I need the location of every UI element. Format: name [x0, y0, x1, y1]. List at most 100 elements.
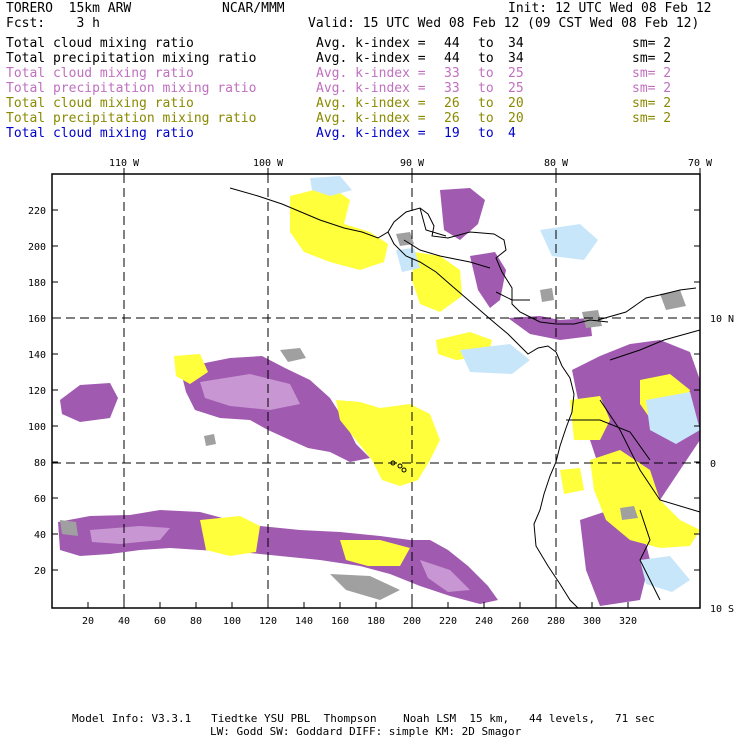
coastlines: [229, 187, 701, 609]
valid-time: Valid: 15 UTC Wed 08 Feb 12 (09 CST Wed …: [308, 16, 700, 31]
y-tick-label: 220: [28, 206, 46, 217]
legend-smoothing: sm= 2: [632, 81, 672, 96]
lat-lon-grid: [52, 174, 700, 608]
legend-field: Total cloud mixing ratio: [6, 126, 194, 141]
x-tick-label: 280: [547, 616, 565, 627]
x-tick-label: 40: [118, 616, 130, 627]
legend-to: to: [478, 66, 494, 81]
field-shading: [58, 176, 700, 606]
y-tick-label: 20: [34, 566, 46, 577]
x-tick-label: 200: [403, 616, 421, 627]
shade-lightblue: [396, 248, 420, 272]
lon-label: 100 W: [253, 158, 284, 169]
legend-k-from: 26: [444, 96, 460, 111]
legend-k-label: Avg. k-index =: [316, 66, 426, 81]
legend-to: to: [478, 111, 494, 126]
x-tick-label: 100: [223, 616, 241, 627]
legend-k-to: 34: [508, 36, 524, 51]
shade-gray: [582, 310, 602, 328]
lat-label: 0: [710, 459, 716, 470]
legend-k-label: Avg. k-index =: [316, 96, 426, 111]
y-tick-label: 180: [28, 278, 46, 289]
legend-field: Total precipitation mixing ratio: [6, 81, 257, 96]
shade-purple: [470, 252, 506, 308]
legend-k-from: 33: [444, 66, 460, 81]
legend-k-label: Avg. k-index =: [316, 111, 426, 126]
lon-label: 70 W: [688, 158, 713, 169]
shade-purple: [440, 188, 485, 240]
shade-yellow: [412, 252, 462, 312]
lat-label: 10 S: [710, 604, 734, 615]
shade-lightblue: [310, 176, 352, 196]
legend-k-to: 25: [508, 66, 524, 81]
shade-yellow: [200, 516, 260, 556]
legend-to: to: [478, 81, 494, 96]
y-tick-label: 80: [34, 458, 46, 469]
x-tick-label: 120: [259, 616, 277, 627]
y-tick-label: 160: [28, 314, 46, 325]
x-tick-label: 140: [295, 616, 313, 627]
legend-k-to: 25: [508, 81, 524, 96]
shade-yellow: [340, 540, 410, 566]
legend-smoothing: sm= 2: [632, 111, 672, 126]
shade-purple: [58, 510, 498, 604]
legend-field: Total cloud mixing ratio: [6, 36, 194, 51]
shade-yellow: [560, 468, 584, 494]
x-tick-label: 320: [619, 616, 637, 627]
legend-k-to: 4: [508, 126, 516, 141]
y-tick-label: 60: [34, 494, 46, 505]
lon-label: 90 W: [400, 158, 425, 169]
legend-to: to: [478, 96, 494, 111]
legend-smoothing: sm= 2: [632, 51, 672, 66]
legend-field: Total precipitation mixing ratio: [6, 111, 257, 126]
y-tick-label: 200: [28, 242, 46, 253]
legend-to: to: [478, 36, 494, 51]
legend-to: to: [478, 126, 494, 141]
shade-gray: [280, 348, 306, 362]
legend-k-from: 26: [444, 111, 460, 126]
legend-k-label: Avg. k-index =: [316, 81, 426, 96]
legend-k-from: 19: [444, 126, 460, 141]
shade-gray: [204, 434, 216, 446]
shade-gray: [660, 290, 686, 310]
init-time: Init: 12 UTC Wed 08 Feb 12: [508, 1, 712, 16]
x-tick-label: 300: [583, 616, 601, 627]
y-tick-label: 140: [28, 350, 46, 361]
organization-label: NCAR/MMM: [222, 1, 285, 16]
legend-k-from: 44: [444, 36, 460, 51]
y-tick-label: 40: [34, 530, 46, 541]
legend-k-to: 20: [508, 96, 524, 111]
legend-field: Total cloud mixing ratio: [6, 96, 194, 111]
axis-tick-labels: 20 40 60 80 100 120 140 160 180 200 220 240 260 280 30…: [28, 158, 734, 627]
legend-to: to: [478, 51, 494, 66]
legend-smoothing: sm= 2: [632, 96, 672, 111]
legend-smoothing: sm= 2: [632, 66, 672, 81]
x-tick-label: 240: [475, 616, 493, 627]
shade-purple: [508, 316, 592, 340]
shade-gray: [620, 506, 638, 520]
x-tick-label: 80: [190, 616, 202, 627]
shade-gray: [396, 232, 414, 246]
shade-purple_light: [90, 526, 170, 544]
legend-k-from: 33: [444, 81, 460, 96]
lon-label: 110 W: [109, 158, 140, 169]
legend-k-to: 34: [508, 51, 524, 66]
forecast-hour: Fcst: 3 h: [6, 16, 100, 31]
legend-k-to: 20: [508, 111, 524, 126]
shade-yellow: [290, 186, 388, 270]
model-title: TORERO 15km ARW: [6, 1, 132, 16]
shade-purple: [60, 383, 118, 422]
shade-gray: [60, 520, 78, 536]
x-tick-label: 60: [154, 616, 166, 627]
y-tick-label: 120: [28, 386, 46, 397]
x-tick-label: 160: [331, 616, 349, 627]
legend-k-label: Avg. k-index =: [316, 51, 426, 66]
shade-yellow: [570, 396, 610, 440]
legend-field: Total cloud mixing ratio: [6, 66, 194, 81]
shade-lightblue: [640, 556, 690, 592]
legend-k-label: Avg. k-index =: [316, 126, 426, 141]
lat-label: 10 N: [710, 314, 734, 325]
shade-purple_light: [200, 374, 300, 410]
legend-k-label: Avg. k-index =: [316, 36, 426, 51]
